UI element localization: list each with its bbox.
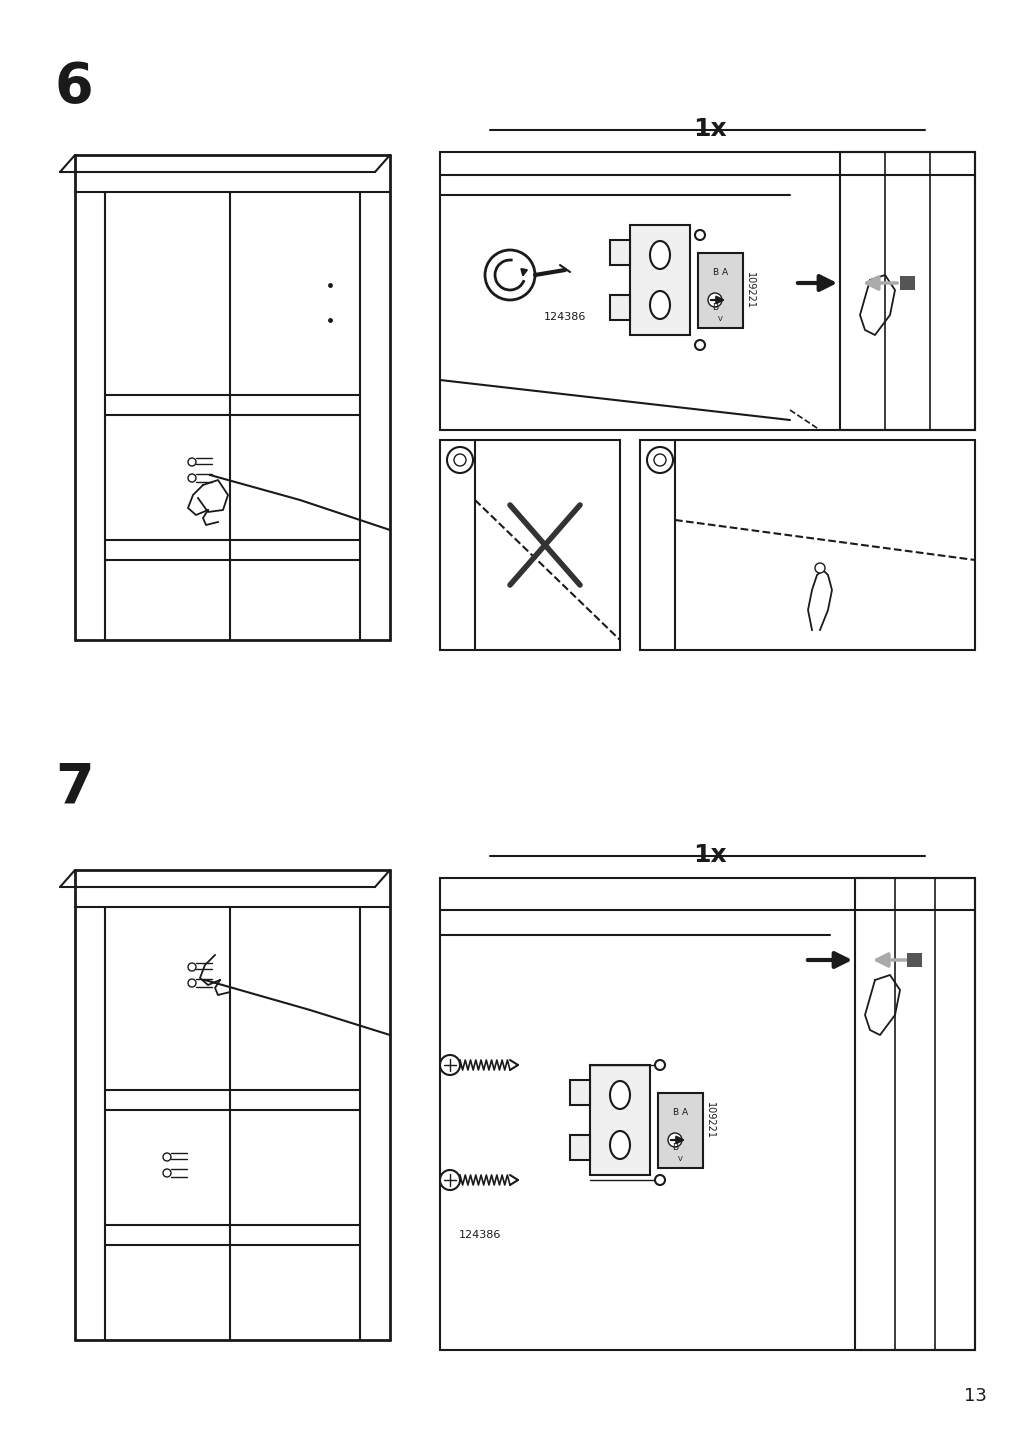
Text: A: A	[681, 1108, 687, 1117]
Text: 109221: 109221	[705, 1101, 715, 1138]
Bar	[589, 1065, 649, 1176]
Text: A: A	[721, 268, 727, 276]
Circle shape	[440, 1055, 460, 1075]
Circle shape	[484, 251, 535, 299]
Bar	[440, 878, 974, 1350]
Circle shape	[646, 447, 672, 473]
Circle shape	[708, 294, 721, 306]
Bar	[569, 1080, 589, 1106]
Circle shape	[654, 1060, 664, 1070]
Bar	[610, 241, 630, 265]
Ellipse shape	[649, 241, 669, 269]
Circle shape	[440, 1170, 460, 1190]
Text: 124386: 124386	[543, 312, 585, 322]
Text: 1x: 1x	[693, 843, 726, 866]
Circle shape	[188, 962, 196, 971]
Text: 6: 6	[55, 60, 94, 115]
Circle shape	[653, 454, 665, 465]
Circle shape	[163, 1169, 171, 1177]
Bar	[899, 276, 914, 291]
Text: B: B	[712, 268, 718, 276]
Text: V: V	[677, 1156, 682, 1161]
Circle shape	[695, 339, 705, 349]
Circle shape	[163, 1153, 171, 1161]
Circle shape	[188, 458, 196, 465]
Bar	[630, 225, 690, 335]
Bar	[440, 440, 620, 650]
Circle shape	[454, 454, 465, 465]
Circle shape	[695, 231, 705, 241]
Circle shape	[667, 1133, 681, 1147]
Bar	[698, 253, 742, 328]
Text: 109221: 109221	[744, 272, 754, 308]
Circle shape	[188, 979, 196, 987]
Bar	[906, 954, 921, 967]
Bar	[569, 1136, 589, 1160]
Text: B: B	[671, 1108, 677, 1117]
Bar	[854, 878, 974, 1350]
Bar	[639, 440, 974, 650]
Bar	[839, 152, 974, 430]
Text: 13: 13	[962, 1388, 986, 1405]
Text: 124386: 124386	[458, 1230, 500, 1240]
Text: 1x: 1x	[693, 117, 726, 140]
Text: B: B	[671, 1143, 677, 1151]
Bar	[657, 1093, 703, 1169]
Circle shape	[814, 563, 824, 573]
Ellipse shape	[610, 1081, 630, 1108]
Circle shape	[654, 1176, 664, 1186]
Bar	[610, 295, 630, 319]
Ellipse shape	[610, 1131, 630, 1158]
Bar	[440, 152, 974, 430]
Ellipse shape	[649, 291, 669, 319]
Text: B: B	[712, 304, 718, 312]
Circle shape	[447, 447, 472, 473]
Circle shape	[188, 474, 196, 483]
Text: 7: 7	[55, 760, 94, 813]
Text: V: V	[717, 316, 722, 322]
